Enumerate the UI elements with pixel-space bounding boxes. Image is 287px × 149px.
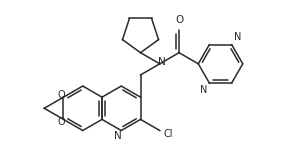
Text: O: O xyxy=(58,117,65,127)
Text: Cl: Cl xyxy=(163,129,172,139)
Text: N: N xyxy=(158,57,165,67)
Text: O: O xyxy=(175,15,183,25)
Text: O: O xyxy=(58,90,65,100)
Text: N: N xyxy=(114,131,122,141)
Text: N: N xyxy=(234,32,241,42)
Text: N: N xyxy=(200,85,207,95)
